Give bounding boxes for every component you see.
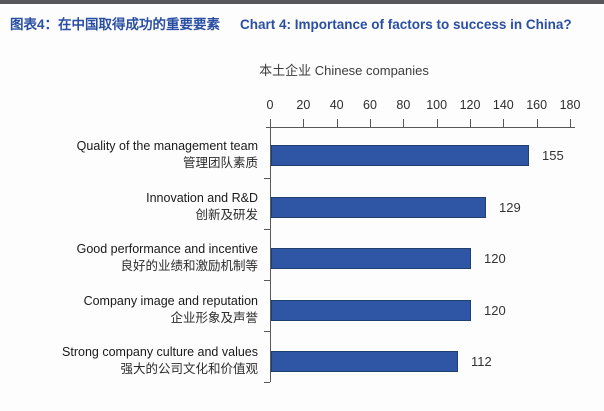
category-label-english: Innovation and R&D [146, 191, 258, 205]
y-axis-line [270, 127, 271, 382]
category-label-english: Company image and reputation [83, 294, 258, 308]
x-axis-tick-label: 60 [363, 98, 377, 112]
y-axis-tick-mark [264, 178, 270, 179]
category-label-english: Good performance and incentive [76, 242, 258, 256]
x-axis-tick-label: 0 [266, 98, 274, 112]
chart-header: 图表4：在中国取得成功的重要要素 Chart 4: Importance of … [10, 13, 600, 33]
y-axis-tick-mark [264, 331, 270, 332]
bar-value-label: 112 [471, 354, 492, 369]
bar-value-label: 120 [484, 251, 506, 266]
bar [271, 197, 486, 218]
category-label: Strong company culture and values 强大的公司文化… [0, 344, 258, 378]
bar [271, 145, 529, 166]
category-label-english: Quality of the management team [76, 139, 258, 153]
x-axis-tick-label: 20 [296, 98, 311, 112]
category-label-english: Strong company culture and values [62, 345, 258, 359]
x-axis-tick-mark [503, 119, 505, 127]
x-axis-tick-mark [570, 119, 571, 127]
x-axis-tick-label: 120 [459, 98, 481, 112]
chart-title-chinese: 图表4：在中国取得成功的重要要素 [10, 17, 221, 32]
x-axis-tick-mark [270, 119, 271, 127]
x-axis-tick-label: 40 [329, 98, 344, 112]
x-axis-tick-mark [370, 119, 371, 127]
x-axis-tick-label: 80 [396, 98, 411, 112]
bar [271, 351, 458, 372]
y-axis-tick-mark [264, 382, 270, 383]
x-axis-tick-mark [336, 119, 338, 127]
x-axis-tick-label: 100 [426, 98, 448, 112]
x-axis-tick-label: 160 [526, 98, 548, 112]
x-axis-line [266, 127, 575, 128]
bar-value-label: 120 [484, 303, 506, 318]
chart-subtitle: 本土企业 Chinese companies [259, 63, 429, 78]
category-label: Good performance and incentive 良好的业绩和激励机制… [0, 241, 258, 275]
category-label: Quality of the management team 管理团队素质 [0, 138, 258, 172]
category-label-chinese: 良好的业绩和激励机制等 [120, 259, 258, 273]
top-border-strip [0, 0, 604, 4]
x-axis-tick-mark [436, 119, 438, 127]
category-label: Innovation and R&D 创新及研发 [0, 190, 258, 224]
category-label-chinese: 管理团队素质 [182, 156, 258, 170]
x-axis-tick-mark [470, 119, 471, 127]
category-label-chinese: 创新及研发 [195, 208, 258, 222]
bar [271, 300, 471, 321]
y-axis-tick-mark [264, 280, 270, 281]
x-axis-tick-mark [303, 119, 305, 127]
x-axis-tick-mark [403, 119, 405, 127]
bar-value-label: 155 [542, 148, 564, 163]
bar [271, 248, 471, 269]
y-axis-tick-mark [264, 229, 270, 230]
category-label-chinese: 企业形象及声誉 [170, 311, 258, 325]
category-label: Company image and reputation 企业形象及声誉 [0, 293, 258, 327]
x-axis-tick-mark [536, 119, 538, 127]
chart-title-english: Chart 4: Importance of factors to succes… [240, 17, 572, 32]
x-axis-tick-label: 180 [559, 98, 581, 112]
x-axis-tick-label: 140 [492, 98, 514, 112]
bar-value-label: 129 [499, 200, 521, 215]
category-label-chinese: 强大的公司文化和价值观 [120, 362, 258, 376]
